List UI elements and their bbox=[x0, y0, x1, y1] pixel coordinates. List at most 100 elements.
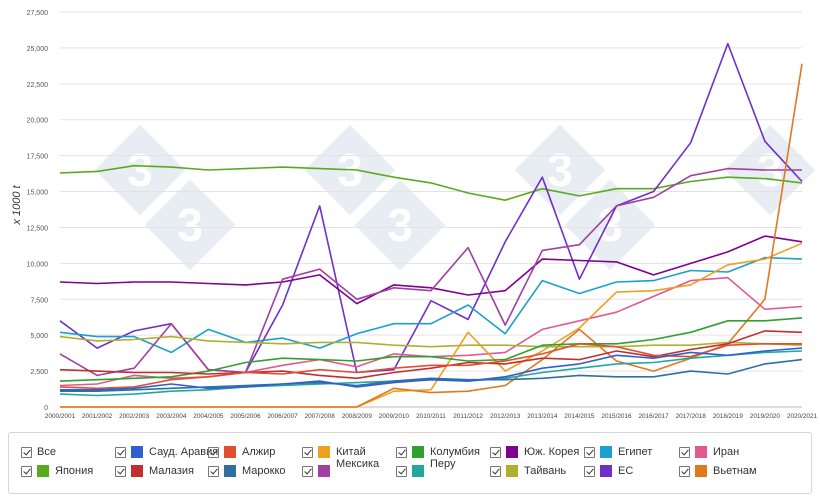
legend-item[interactable]: Колумбия Перу bbox=[396, 446, 480, 470]
x-tick-label: 2007/2008 bbox=[305, 413, 336, 420]
legend-item[interactable]: Вьетнам bbox=[679, 465, 757, 477]
legend-label: Юж. Корея bbox=[524, 446, 580, 458]
series-line-япония bbox=[59, 164, 803, 201]
legend-checkbox[interactable] bbox=[115, 466, 126, 477]
legend-swatch bbox=[506, 446, 518, 458]
series-line-южная-корея bbox=[59, 235, 803, 305]
legend-swatch bbox=[695, 465, 707, 477]
x-tick-label: 2012/2013 bbox=[490, 413, 521, 420]
legend-checkbox[interactable] bbox=[584, 466, 595, 477]
legend-item[interactable]: Япония bbox=[21, 465, 93, 477]
legend-item[interactable]: Иран bbox=[679, 446, 739, 458]
x-tick-label: 2014/2015 bbox=[564, 413, 595, 420]
legend-item[interactable]: ЕС bbox=[584, 465, 633, 477]
y-tick-label: 22,500 bbox=[27, 82, 49, 89]
x-tick-label: 2009/2010 bbox=[379, 413, 410, 420]
x-tick-label: 2020/2021 bbox=[787, 413, 818, 420]
legend-item[interactable]: Малазия bbox=[115, 465, 194, 477]
legend-item[interactable]: Китай Мексика bbox=[302, 446, 379, 470]
legend-checkbox[interactable] bbox=[584, 447, 595, 458]
legend-label: Все bbox=[37, 446, 56, 458]
legend-item[interactable] bbox=[302, 465, 336, 477]
series-line-египет bbox=[59, 256, 803, 354]
legend-swatch bbox=[600, 465, 612, 477]
legend-checkbox[interactable] bbox=[396, 447, 407, 458]
legend-label: Япония bbox=[55, 465, 94, 477]
y-tick-label: 25,000 bbox=[27, 46, 49, 53]
x-tick-label: 2019/2020 bbox=[750, 413, 781, 420]
legend-checkbox[interactable] bbox=[396, 466, 407, 477]
legend-swatch bbox=[600, 446, 612, 458]
legend-swatch bbox=[131, 446, 143, 458]
legend-item[interactable]: Сауд. Аравия bbox=[115, 446, 218, 458]
y-axis-label: x 1000 t bbox=[11, 184, 23, 225]
y-tick-label: 20,000 bbox=[27, 118, 49, 125]
legend-checkbox[interactable] bbox=[302, 447, 313, 458]
legend-swatch bbox=[412, 446, 424, 458]
legend-item[interactable]: Алжир bbox=[208, 446, 275, 458]
series-lines bbox=[59, 42, 803, 408]
legend-checkbox[interactable] bbox=[208, 466, 219, 477]
legend-checkbox[interactable] bbox=[21, 447, 32, 458]
x-tick-label: 2016/2017 bbox=[638, 413, 669, 420]
legend-label: Малазия bbox=[149, 465, 194, 477]
legend-label: Колумбия Перу bbox=[430, 446, 480, 470]
series-line-марокко bbox=[60, 358, 803, 393]
legend-swatch bbox=[37, 465, 49, 477]
watermark-mark: 3 bbox=[94, 124, 186, 216]
legend-swatch bbox=[695, 446, 707, 458]
legend-item[interactable]: Египет bbox=[584, 446, 652, 458]
legend-checkbox[interactable] bbox=[490, 466, 501, 477]
x-tick-label: 2005/2006 bbox=[230, 413, 261, 420]
svg-text:3: 3 bbox=[547, 144, 573, 196]
legend: Все Япония Сауд. Аравия Малазия Алжир Марокко… bbox=[8, 432, 812, 494]
legend-checkbox[interactable] bbox=[679, 447, 690, 458]
series-line-тайвань bbox=[59, 335, 803, 348]
legend-label: Вьетнам bbox=[713, 465, 757, 477]
legend-checkbox[interactable] bbox=[208, 447, 219, 458]
y-axis-ticks: 0 2,500 5,000 7,500 10,000 12,500 15,000 17,500… bbox=[27, 10, 49, 412]
x-tick-label: 2003/2004 bbox=[156, 413, 187, 420]
watermark-mark: 3 bbox=[144, 179, 236, 271]
series-line-колумбия bbox=[59, 317, 803, 382]
legend-checkbox[interactable] bbox=[490, 447, 501, 458]
legend-item[interactable]: Марокко bbox=[208, 465, 286, 477]
y-tick-label: 7,500 bbox=[30, 297, 48, 304]
y-tick-label: 27,500 bbox=[27, 10, 49, 17]
legend-item[interactable]: Тайвань bbox=[490, 465, 566, 477]
y-tick-label: 2,500 bbox=[30, 369, 48, 376]
legend-checkbox[interactable] bbox=[302, 466, 313, 477]
x-tick-label: 2001/2002 bbox=[82, 413, 113, 420]
legend-item[interactable]: Все bbox=[21, 446, 56, 458]
legend-swatch bbox=[224, 446, 236, 458]
y-tick-label: 17,500 bbox=[27, 154, 49, 161]
legend-swatch bbox=[224, 465, 236, 477]
legend-label: Алжир bbox=[242, 446, 276, 458]
x-tick-label: 2011/2012 bbox=[453, 413, 483, 420]
legend-checkbox[interactable] bbox=[21, 466, 32, 477]
x-tick-label: 2010/2011 bbox=[416, 413, 446, 420]
legend-item[interactable]: Юж. Корея bbox=[490, 446, 579, 458]
legend-checkbox[interactable] bbox=[115, 447, 126, 458]
x-tick-label: 2004/2005 bbox=[193, 413, 224, 420]
legend-swatch bbox=[412, 465, 424, 477]
y-tick-label: 5,000 bbox=[30, 333, 48, 340]
series-line-вьетнам bbox=[60, 63, 803, 408]
series-line-китай bbox=[60, 242, 803, 408]
legend-label: Китай Мексика bbox=[336, 446, 380, 470]
series-line-саудовская-аравия bbox=[60, 347, 803, 391]
series-line-мексика bbox=[59, 167, 802, 377]
x-tick-label: 2000/2001 bbox=[45, 413, 76, 420]
legend-label: ЕС bbox=[618, 465, 634, 477]
x-tick-label: 2002/2003 bbox=[119, 413, 150, 420]
x-tick-label: 2015/2016 bbox=[601, 413, 632, 420]
legend-label: Египет bbox=[618, 446, 653, 458]
legend-item[interactable] bbox=[396, 465, 430, 477]
svg-text:3: 3 bbox=[127, 144, 153, 196]
legend-checkbox[interactable] bbox=[679, 466, 690, 477]
y-tick-label: 10,000 bbox=[27, 261, 49, 268]
watermark-mark: 3 bbox=[354, 179, 446, 271]
y-tick-label: 0 bbox=[44, 405, 48, 412]
